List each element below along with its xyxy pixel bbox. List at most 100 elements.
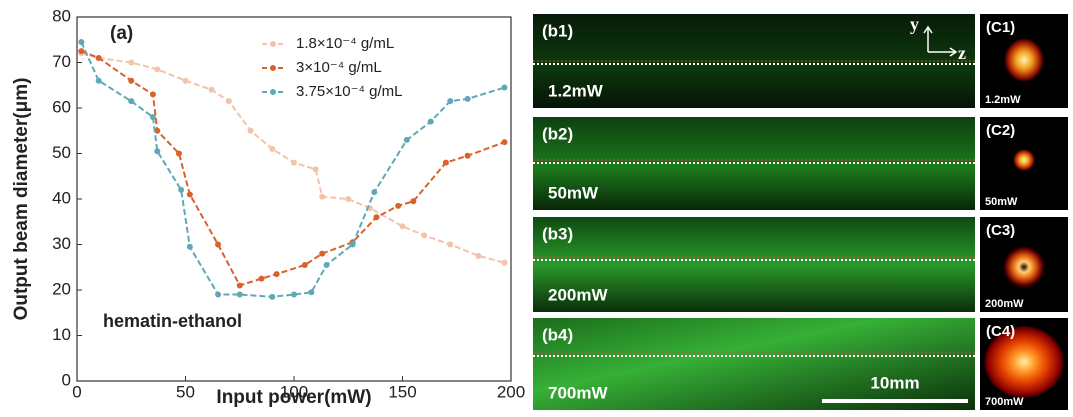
data-point xyxy=(301,261,308,268)
data-point xyxy=(247,127,254,134)
scale-bar-label: 10mm xyxy=(870,373,919,392)
data-point xyxy=(501,84,508,91)
data-point xyxy=(258,275,265,282)
data-point xyxy=(186,243,193,250)
panel-label: (C1) xyxy=(986,19,1015,36)
data-point xyxy=(421,232,428,239)
legend-marker xyxy=(270,65,276,71)
data-point xyxy=(312,166,319,173)
panel-label: (b4) xyxy=(542,325,573,344)
beam-spot xyxy=(1003,246,1045,288)
power-label: 200mW xyxy=(985,298,1024,310)
data-point xyxy=(269,293,276,300)
x-tick-label: 50 xyxy=(176,382,195,401)
data-point xyxy=(291,291,297,298)
data-point xyxy=(269,145,276,152)
data-point xyxy=(186,191,193,198)
y-tick-label: 40 xyxy=(52,188,71,207)
data-point xyxy=(323,261,330,268)
data-point xyxy=(154,148,161,155)
legend-label: 3×10⁻⁴ g/mL xyxy=(296,59,382,76)
data-point xyxy=(345,196,352,202)
data-point xyxy=(95,77,102,84)
power-label: 50mW xyxy=(985,196,1018,208)
series-line xyxy=(80,41,505,298)
data-point xyxy=(308,289,315,296)
power-label: 1.2mW xyxy=(548,81,604,100)
panel-label: (C3) xyxy=(986,222,1015,239)
power-label: 200mW xyxy=(548,285,608,304)
image xyxy=(533,318,975,410)
image xyxy=(533,217,975,312)
data-point xyxy=(442,159,449,166)
axis-symbol: z xyxy=(958,43,966,63)
panel-label: (C2) xyxy=(986,122,1015,139)
y-tick-label: 10 xyxy=(52,325,71,344)
y-axis-label: Output beam diameter(μm) xyxy=(11,78,32,321)
beam-spot xyxy=(1013,149,1035,171)
panel-label: (a) xyxy=(110,23,133,44)
y-tick-label: 20 xyxy=(52,279,71,298)
data-point xyxy=(78,39,85,46)
y-tick-label: 60 xyxy=(52,97,71,116)
panel-label: (b1) xyxy=(542,21,573,40)
panel-label: (b3) xyxy=(542,224,573,243)
legend-label: 3.75×10⁻⁴ g/mL xyxy=(296,83,403,100)
power-label: 50mW xyxy=(548,183,599,202)
data-point xyxy=(447,98,454,105)
data-point xyxy=(182,77,189,84)
data-point xyxy=(464,95,471,102)
data-point xyxy=(399,223,406,230)
x-tick-label: 200 xyxy=(497,382,525,401)
data-point xyxy=(225,98,232,105)
data-point xyxy=(447,241,454,248)
data-point xyxy=(128,77,135,84)
data-point xyxy=(475,252,482,259)
data-point xyxy=(373,214,380,221)
y-tick-label: 80 xyxy=(52,6,71,25)
series-line xyxy=(80,50,505,287)
data-point xyxy=(215,241,222,248)
data-point xyxy=(427,118,434,125)
y-tick-label: 30 xyxy=(52,234,71,253)
y-tick-label: 0 xyxy=(62,370,71,389)
data-point xyxy=(128,98,135,105)
data-point xyxy=(395,202,402,209)
data-point xyxy=(175,150,182,157)
data-point xyxy=(291,159,297,166)
data-point xyxy=(371,189,378,196)
data-point xyxy=(236,291,243,298)
data-point xyxy=(208,86,215,93)
data-point xyxy=(215,291,222,298)
data-point xyxy=(273,271,280,278)
data-point xyxy=(319,250,326,257)
power-label: 700mW xyxy=(548,383,608,402)
data-point xyxy=(464,152,471,159)
power-label: 700mW xyxy=(985,396,1024,408)
data-point xyxy=(349,241,356,248)
axis-symbol: y xyxy=(910,14,919,34)
data-point xyxy=(149,114,156,121)
data-point xyxy=(128,59,135,66)
data-point xyxy=(403,136,410,143)
data-point xyxy=(154,66,161,73)
x-tick-label: 150 xyxy=(388,382,416,401)
panel-label: (b2) xyxy=(542,124,573,143)
axis-arrows xyxy=(923,25,958,57)
annotation: hematin-ethanol xyxy=(103,311,242,331)
data-point xyxy=(78,48,85,55)
legend-marker xyxy=(270,89,276,95)
y-tick-label: 50 xyxy=(52,143,71,162)
y-tick-label: 70 xyxy=(52,52,71,71)
series-line xyxy=(81,52,505,264)
power-label: 1.2mW xyxy=(985,94,1021,106)
data-point xyxy=(95,54,102,61)
panel-label: (C4) xyxy=(986,323,1015,340)
data-point xyxy=(501,259,508,266)
data-point xyxy=(149,91,156,98)
data-point xyxy=(154,127,161,134)
data-point xyxy=(236,282,243,289)
data-point xyxy=(410,198,417,205)
x-axis-label: Input power(mW) xyxy=(216,387,371,408)
